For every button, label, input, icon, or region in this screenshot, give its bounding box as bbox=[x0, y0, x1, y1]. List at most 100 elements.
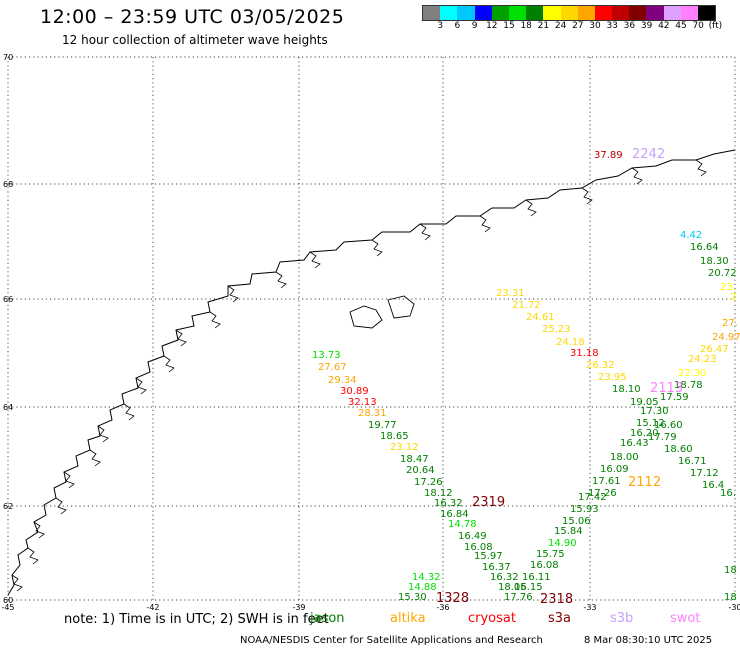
colorbar-tick: 70 bbox=[692, 21, 704, 31]
lat-lon-grid bbox=[7, 56, 736, 601]
fjord-path bbox=[123, 403, 135, 421]
wave-height-label: 26.32 bbox=[586, 360, 615, 371]
fjord-path bbox=[227, 285, 239, 303]
latitude-tick: 66 bbox=[3, 295, 13, 304]
wave-height-label: 24.97 bbox=[712, 332, 740, 343]
wave-height-label: 18.65 bbox=[380, 431, 409, 442]
wave-height-label: 13.73 bbox=[312, 350, 341, 361]
wave-height-label: 16.64 bbox=[690, 242, 719, 253]
fjord-path bbox=[55, 497, 67, 515]
wave-height-label: 37.89 bbox=[594, 150, 623, 161]
fjord-path bbox=[525, 199, 537, 217]
colorbar-swatch bbox=[663, 6, 681, 20]
fjord-path bbox=[135, 377, 147, 395]
colorbar-tick: 24 bbox=[554, 21, 567, 31]
wave-height-label: 16.4 bbox=[702, 480, 724, 491]
wave-height-label: 16.71 bbox=[678, 456, 707, 467]
wave-height-label: 17.76 bbox=[504, 592, 533, 603]
wave-height-label: 23.31 bbox=[496, 288, 525, 299]
fjord-path bbox=[11, 574, 23, 592]
greenland-coastline bbox=[7, 149, 736, 596]
wave-height-label: 18.47 bbox=[400, 454, 429, 465]
wave-height-label: 24.23 bbox=[688, 354, 717, 365]
wave-height-label: 16.09 bbox=[600, 464, 629, 475]
fjord-path bbox=[275, 271, 287, 289]
wave-height-label: 19.05 bbox=[630, 397, 659, 408]
fjord-path bbox=[695, 159, 707, 177]
wave-height-label: 16.37 bbox=[482, 562, 511, 573]
wave-height-label: 15.06 bbox=[562, 516, 591, 527]
wave-height-label: 20.72 bbox=[708, 268, 737, 279]
fjord-path bbox=[33, 521, 45, 539]
wave-height-label: 31.18 bbox=[570, 348, 599, 359]
wave-height-label: 18 bbox=[724, 565, 737, 576]
fjord-path bbox=[419, 223, 431, 241]
legend-s3a: s3a bbox=[548, 611, 572, 626]
pass-id-label: 2112 bbox=[628, 475, 661, 490]
longitude-tick: -36 bbox=[436, 603, 449, 612]
fjord-path bbox=[581, 187, 593, 205]
colorbar-tick: 9 bbox=[471, 21, 478, 31]
wave-height-label: 24.18 bbox=[556, 337, 585, 348]
wave-height-label: 30.89 bbox=[340, 386, 369, 397]
wave-height-label: 18.10 bbox=[612, 384, 641, 395]
wave-height-label: 17.61 bbox=[592, 476, 621, 487]
axis-tick-labels: 70 68 66 64 62 60-45 -42 -39 -36 -33 -30 bbox=[1, 53, 740, 612]
latitude-tick: 62 bbox=[3, 502, 13, 511]
wave-height-label: 15.12 bbox=[636, 418, 665, 429]
fjord-path bbox=[175, 329, 187, 347]
colorbar-swatch bbox=[629, 6, 647, 20]
wave-height-label: 23. bbox=[720, 282, 736, 293]
colorbar-swatch bbox=[508, 6, 527, 20]
map-subtitle: 12 hour collection of altimeter wave hei… bbox=[62, 33, 328, 47]
wave-height-label: 15.97 bbox=[474, 551, 503, 562]
wave-height-label: 18.00 bbox=[610, 452, 639, 463]
wave-height-label: 26.47 bbox=[700, 344, 729, 355]
wave-height-label: 18 bbox=[724, 592, 737, 603]
fjord-path bbox=[209, 311, 221, 329]
wave-height-colorbar bbox=[422, 5, 717, 21]
colorbar-tick: 15 bbox=[503, 21, 515, 31]
wave-height-label: 18.12 bbox=[424, 488, 453, 499]
wave-height-label: 14.78 bbox=[448, 519, 477, 530]
wave-height-label: 27. bbox=[722, 318, 738, 329]
colorbar-swatch bbox=[440, 6, 458, 20]
wave-height-labels: 37.89 224213.7327.6729.3430.8932.1328.311… bbox=[312, 147, 740, 607]
wave-height-label: 18.30 bbox=[700, 256, 729, 267]
fjord-path bbox=[27, 547, 39, 565]
colorbar-tick: 39 bbox=[640, 21, 653, 31]
wave-height-label: 16.60 bbox=[654, 420, 683, 431]
colorbar-swatch bbox=[457, 6, 475, 20]
wave-height-label: 15.30 bbox=[398, 592, 427, 603]
wave-height-label: 17.59 bbox=[660, 392, 689, 403]
colorbar-tick: 27 bbox=[572, 21, 584, 31]
wave-height-label: 23.95 bbox=[598, 372, 627, 383]
colorbar-swatch bbox=[577, 6, 595, 20]
wave-height-label: 14.88 bbox=[408, 582, 437, 593]
wave-height-label: 27.67 bbox=[318, 362, 347, 373]
wave-height-label: 21.72 bbox=[512, 300, 541, 311]
wave-height-label: 17.79 bbox=[648, 432, 677, 443]
pass-id-label: 2319 bbox=[472, 495, 505, 510]
wave-height-label: 28.31 bbox=[358, 408, 387, 419]
colorbar-swatch bbox=[491, 6, 509, 20]
wave-height-label: 22.30 bbox=[678, 368, 707, 379]
wave-height-label: 16.11 bbox=[522, 572, 551, 583]
wave-height-label: 16.32 bbox=[490, 572, 519, 583]
wave-height-label: 15.84 bbox=[554, 526, 583, 537]
wave-height-label: 14.90 bbox=[548, 538, 577, 549]
longitude-tick: -45 bbox=[1, 603, 14, 612]
fjord-path bbox=[97, 425, 109, 443]
wave-height-label: 23.12 bbox=[390, 442, 419, 453]
wave-height-label: 24.61 bbox=[526, 312, 555, 323]
wave-height-label: 16.49 bbox=[458, 531, 487, 542]
longitude-tick: -30 bbox=[728, 603, 740, 612]
footer-note: note: 1) Time is in UTC; 2) SWH is in fe… bbox=[64, 612, 329, 627]
colorbar-swatch bbox=[698, 6, 716, 20]
colorbar-tick: (ft) bbox=[708, 21, 723, 31]
wave-height-label: 17.26 bbox=[588, 488, 617, 499]
fjord-path bbox=[309, 251, 321, 269]
legend-s3b: s3b bbox=[610, 611, 634, 626]
longitude-tick: -33 bbox=[583, 603, 596, 612]
